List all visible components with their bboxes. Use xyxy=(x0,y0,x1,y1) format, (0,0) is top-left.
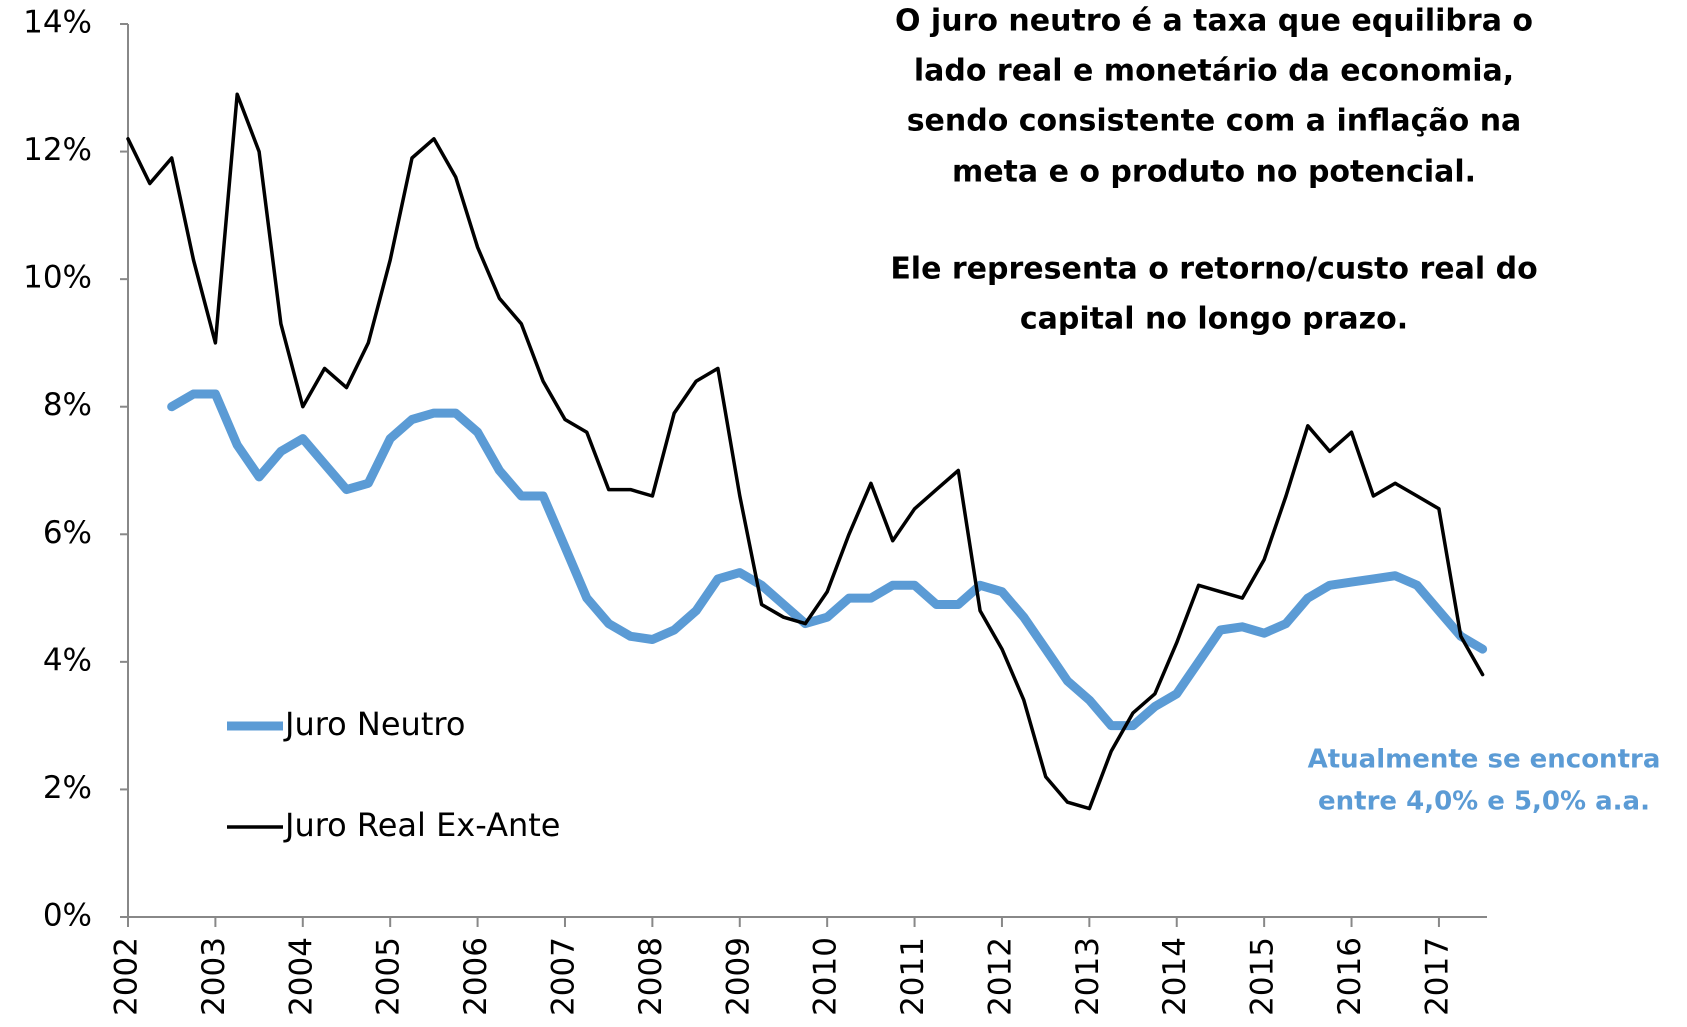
x-tick-label: 2012 xyxy=(982,937,1018,1016)
y-tick-label: 10% xyxy=(23,260,92,296)
x-tick-label: 2007 xyxy=(545,937,581,1016)
x-tick-label: 2003 xyxy=(196,937,232,1016)
annotation-text: Atualmente se encontra xyxy=(1308,745,1661,775)
y-tick-label: 0% xyxy=(43,898,92,934)
x-tick-label: 2010 xyxy=(808,937,844,1016)
x-tick-label: 2009 xyxy=(720,937,756,1016)
annotation-text: entre 4,0% e 5,0% a.a. xyxy=(1318,787,1650,817)
annotation-text: lado real e monetário da economia, xyxy=(914,54,1514,89)
x-tick-label: 2011 xyxy=(895,937,931,1016)
annotation-text: O juro neutro é a taxa que equilibra o xyxy=(895,4,1533,39)
x-tick-label: 2002 xyxy=(109,937,145,1016)
annotation-text: meta e o produto no potencial. xyxy=(952,155,1476,190)
y-tick-label: 8% xyxy=(43,387,92,423)
legend-label: Juro Real Ex-Ante xyxy=(283,806,560,844)
x-tick-label: 2008 xyxy=(633,937,669,1016)
x-tick-label: 2015 xyxy=(1245,937,1281,1016)
y-tick-label: 12% xyxy=(23,132,92,168)
annotation-text: Ele representa o retorno/custo real do xyxy=(890,252,1537,287)
annotation-text: capital no longo prazo. xyxy=(1020,302,1408,337)
x-tick-label: 2017 xyxy=(1419,937,1455,1016)
y-tick-label: 2% xyxy=(43,770,92,806)
y-tick-label: 14% xyxy=(23,5,92,41)
x-tick-label: 2013 xyxy=(1070,937,1106,1016)
x-tick-label: 2005 xyxy=(371,937,407,1016)
x-tick-label: 2016 xyxy=(1332,937,1368,1016)
y-tick-label: 6% xyxy=(43,515,92,551)
annotation-text: sendo consistente com a inflação na xyxy=(907,104,1522,139)
series-line xyxy=(126,92,1485,811)
series-line xyxy=(167,389,1488,731)
legend-label: Juro Neutro xyxy=(283,705,465,743)
x-tick-label: 2014 xyxy=(1157,937,1193,1016)
x-tick-label: 2006 xyxy=(458,937,494,1016)
x-tick-label: 2004 xyxy=(283,937,319,1016)
y-tick-label: 4% xyxy=(43,642,92,678)
